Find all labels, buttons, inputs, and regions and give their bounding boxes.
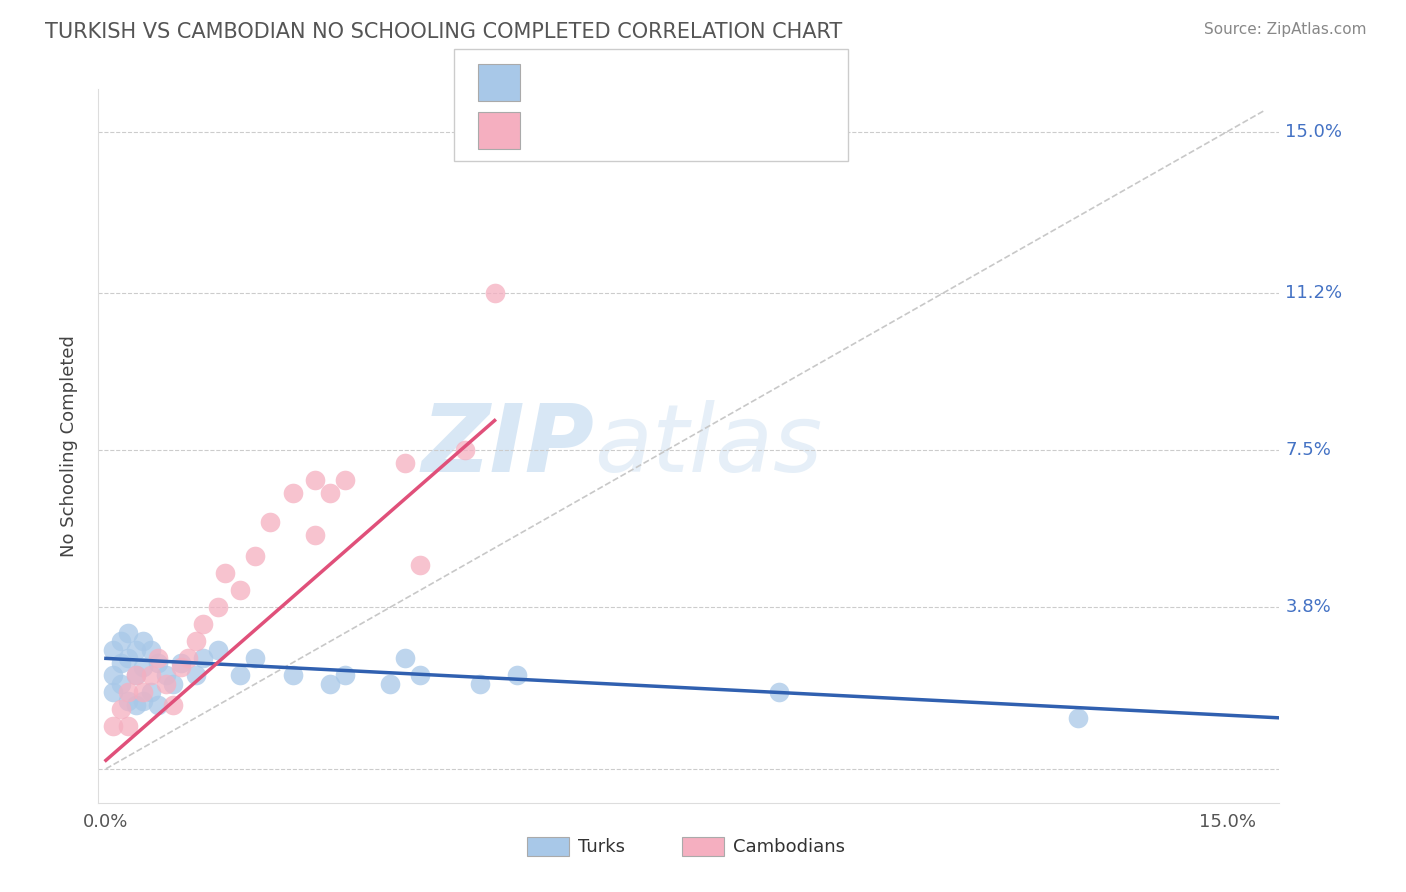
Point [394, 456, 416, 470]
Point [132, 660, 155, 674]
Point [281, 485, 304, 500]
Point [132, 694, 155, 708]
Point [132, 685, 155, 699]
Point [148, 656, 170, 670]
Point [125, 698, 148, 712]
Point [1066, 711, 1088, 725]
Point [333, 668, 356, 682]
Text: Source: ZipAtlas.com: Source: ZipAtlas.com [1204, 22, 1367, 37]
Point [207, 643, 229, 657]
Text: 3.8%: 3.8% [1285, 599, 1331, 616]
Text: 0.676: 0.676 [579, 121, 643, 139]
Point [229, 583, 252, 598]
Point [191, 617, 214, 632]
Point [117, 685, 139, 699]
Point [214, 566, 236, 581]
Point [162, 698, 184, 712]
Point [139, 643, 162, 657]
Text: 30: 30 [707, 121, 733, 139]
Point [454, 443, 477, 458]
Point [409, 668, 432, 682]
Point [103, 719, 125, 733]
Point [319, 485, 342, 500]
Point [304, 473, 326, 487]
Point [184, 668, 207, 682]
Text: R =: R = [534, 73, 574, 91]
Point [304, 528, 326, 542]
Point [229, 668, 252, 682]
Point [110, 656, 132, 670]
Point [281, 668, 304, 682]
Text: N =: N = [658, 73, 710, 91]
Point [110, 634, 132, 648]
Point [103, 643, 125, 657]
Text: 7.5%: 7.5% [1285, 442, 1331, 459]
Point [155, 668, 177, 682]
Point [333, 473, 356, 487]
Text: TURKISH VS CAMBODIAN NO SCHOOLING COMPLETED CORRELATION CHART: TURKISH VS CAMBODIAN NO SCHOOLING COMPLE… [45, 22, 842, 42]
Point [162, 677, 184, 691]
Point [768, 685, 790, 699]
Text: R =: R = [534, 121, 574, 139]
Point [169, 656, 191, 670]
Point [125, 668, 148, 682]
Point [207, 600, 229, 615]
Point [125, 643, 148, 657]
Point [110, 702, 132, 716]
Text: Cambodians: Cambodians [733, 838, 845, 855]
Point [155, 677, 177, 691]
Point [177, 651, 200, 665]
Text: Turks: Turks [578, 838, 624, 855]
Text: N =: N = [658, 121, 710, 139]
Text: 37: 37 [707, 73, 733, 91]
Point [117, 626, 139, 640]
Point [117, 651, 139, 665]
Point [139, 685, 162, 699]
Point [506, 668, 529, 682]
Point [103, 685, 125, 699]
Text: 11.2%: 11.2% [1285, 284, 1343, 302]
Y-axis label: No Schooling Completed: No Schooling Completed [59, 335, 77, 557]
Point [245, 651, 267, 665]
Point [394, 651, 416, 665]
Point [259, 516, 281, 530]
Text: 15.0%: 15.0% [1285, 123, 1343, 141]
Point [110, 677, 132, 691]
Point [378, 677, 401, 691]
Text: -0.217: -0.217 [579, 73, 644, 91]
Point [484, 286, 506, 301]
Point [468, 677, 491, 691]
Text: ZIP: ZIP [422, 400, 595, 492]
Point [245, 549, 267, 564]
Point [103, 668, 125, 682]
Point [117, 719, 139, 733]
Point [409, 558, 432, 572]
Point [125, 668, 148, 682]
Point [132, 634, 155, 648]
Point [148, 651, 170, 665]
Point [169, 660, 191, 674]
Point [148, 698, 170, 712]
Text: atlas: atlas [595, 401, 823, 491]
Point [191, 651, 214, 665]
Point [139, 668, 162, 682]
Point [117, 694, 139, 708]
Point [184, 634, 207, 648]
Point [319, 677, 342, 691]
